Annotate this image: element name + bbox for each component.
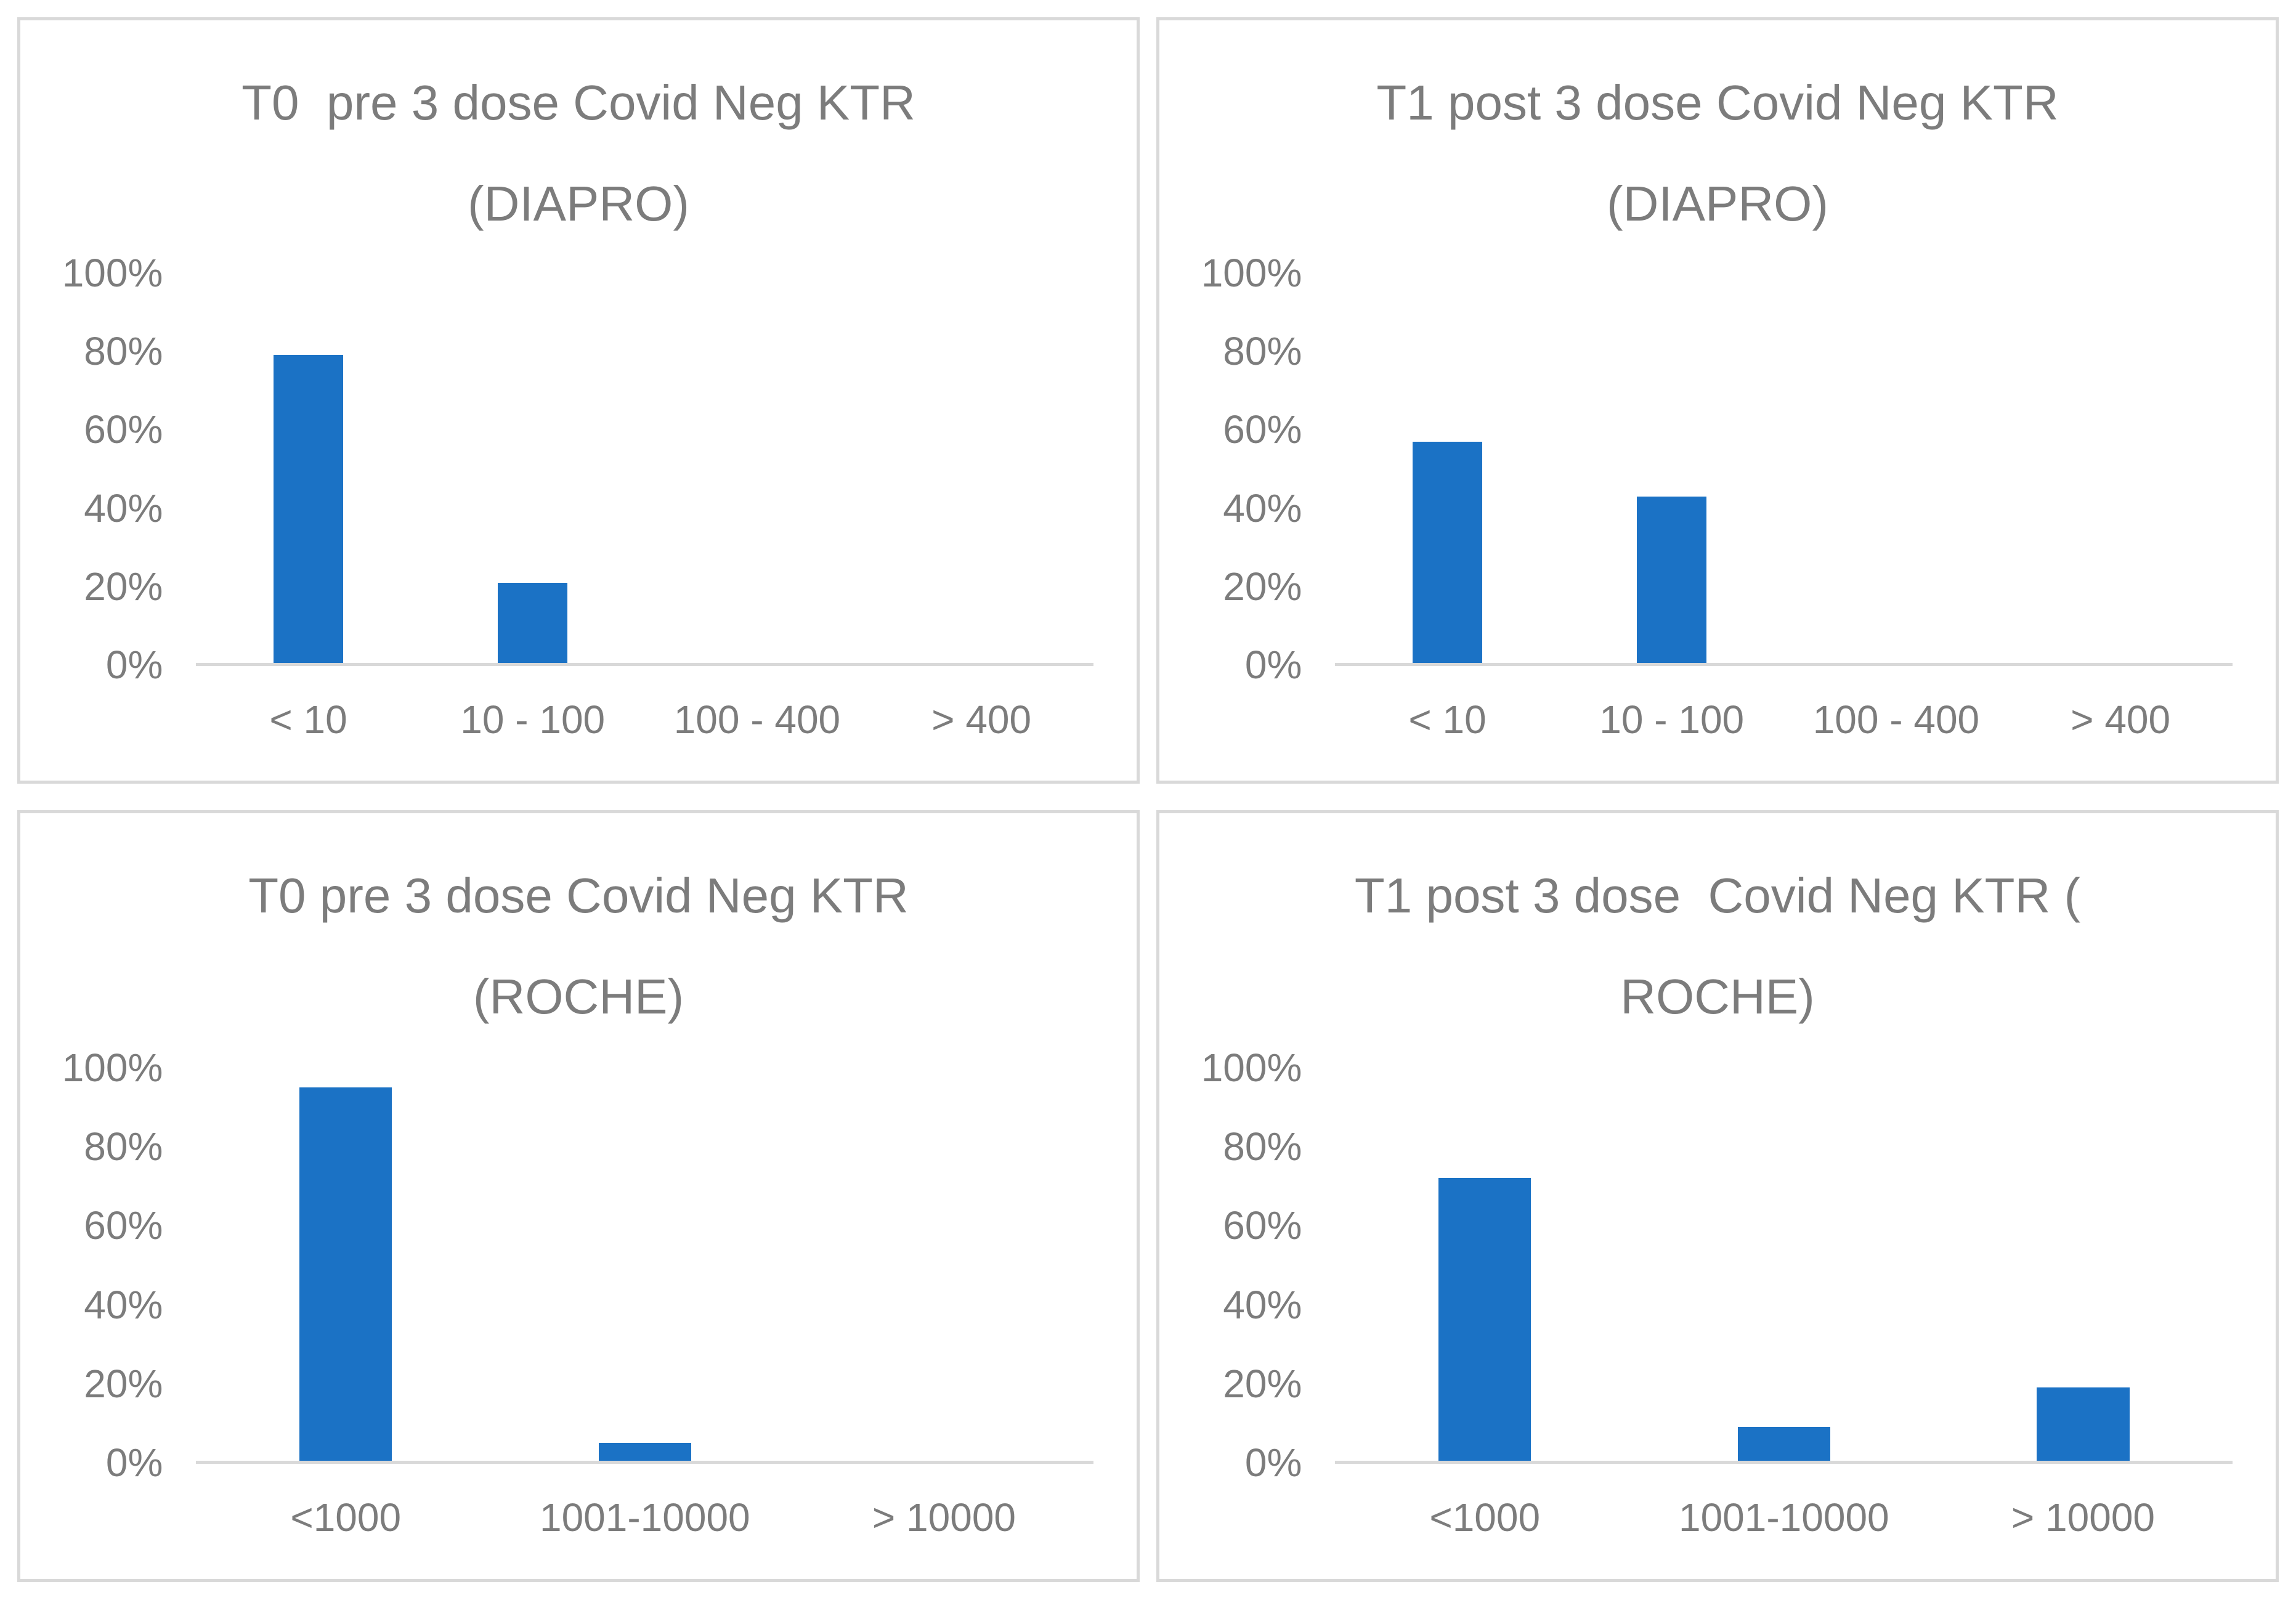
y-axis-tick-label: 20% — [84, 1361, 163, 1406]
y-axis-tick-label: 60% — [1223, 1203, 1302, 1248]
bar — [598, 1443, 692, 1463]
y-axis-tick-label: 0% — [105, 1440, 163, 1485]
x-axis-category-label: 1001-10000 — [539, 1495, 750, 1540]
category-slot — [1560, 273, 1784, 665]
chart-title-line2: ROCHE) — [1620, 969, 1815, 1024]
category-slot — [495, 1068, 795, 1463]
bars-group — [196, 1068, 1093, 1463]
y-axis-tick-label: 80% — [84, 329, 163, 374]
y-axis-tick-label: 20% — [1223, 564, 1302, 609]
category-slot — [1335, 1068, 1634, 1463]
y-axis-tick-label: 0% — [1244, 1440, 1302, 1485]
bars-group — [1335, 273, 2233, 665]
y-axis-tick-label: 80% — [84, 1124, 163, 1169]
category-slot — [1934, 1068, 2233, 1463]
y-axis-tick-label: 80% — [1223, 329, 1302, 374]
y-axis-tick-label: 80% — [1223, 1124, 1302, 1169]
bar — [1413, 441, 1482, 665]
bar — [498, 582, 568, 665]
category-slot — [196, 1068, 495, 1463]
chart-title-line1: T1 post 3 dose Covid Neg KTR ( — [1354, 868, 2081, 923]
y-axis-tick-label: 100% — [1201, 1045, 1302, 1090]
chart-title-line1: T0 pre 3 dose Covid Neg KTR — [248, 868, 909, 923]
chart-title-line2: (DIAPRO) — [468, 176, 689, 231]
y-axis-tick-label: 60% — [84, 1203, 163, 1248]
bar — [1438, 1178, 1531, 1463]
x-axis-labels: <1000 1001-10000 > 10000 — [196, 1495, 1093, 1540]
x-axis-category-label: 10 - 100 — [1599, 697, 1745, 742]
x-axis-line — [1335, 1461, 2233, 1464]
x-axis-category-label: < 10 — [1408, 697, 1487, 742]
chart-panel-t0-roche: T0 pre 3 dose Covid Neg KTR (ROCHE) 100% 80… — [17, 810, 1140, 1582]
y-axis-tick-label: 20% — [1223, 1361, 1302, 1406]
y-axis-tick-label: 40% — [1223, 1282, 1302, 1327]
chart-title: T0 pre 3 dose Covid Neg KTR (ROCHE) — [20, 845, 1137, 1047]
x-axis-category-label: 10 - 100 — [460, 697, 606, 742]
plot-area: 100% 80% 60% 40% 20% 0% <1000 1001-10000 > 10000 — [62, 1046, 1094, 1540]
x-axis-labels: < 10 10 - 100 100 - 400 > 400 — [1335, 697, 2233, 742]
chart-panel-t1-roche: T1 post 3 dose Covid Neg KTR ( ROCHE) 100%… — [1156, 810, 2279, 1582]
plot-area: 100% 80% 60% 40% 20% 0% < 10 10 - 100 100 - 400 >… — [1201, 251, 2233, 742]
y-axis-tick-label: 40% — [84, 1282, 163, 1327]
chart-title-line2: (ROCHE) — [473, 969, 684, 1024]
y-axis-tick-label: 60% — [1223, 407, 1302, 452]
category-slot — [421, 273, 645, 665]
x-axis-labels: < 10 10 - 100 100 - 400 > 400 — [196, 697, 1093, 742]
x-axis-category-label: <1000 — [1429, 1495, 1541, 1540]
chart-title: T1 post 3 dose Covid Neg KTR ( ROCHE) — [1159, 845, 2276, 1047]
category-slot — [645, 273, 869, 665]
y-axis-tick-label: 20% — [84, 564, 163, 609]
x-axis-category-label: > 400 — [2071, 697, 2171, 742]
x-axis-category-label: 100 - 400 — [673, 697, 841, 742]
x-axis-line — [196, 663, 1094, 667]
x-axis-category-label: <1000 — [290, 1495, 402, 1540]
bar — [299, 1087, 392, 1463]
category-slot — [795, 1068, 1094, 1463]
y-axis-tick-label: 100% — [1201, 250, 1302, 295]
plot-area: 100% 80% 60% 40% 20% 0% < 10 10 - 100 100 - 400 >… — [62, 251, 1094, 742]
chart-title-line1: T1 post 3 dose Covid Neg KTR — [1376, 75, 2059, 130]
bars-group — [1335, 1068, 2233, 1463]
x-axis-category-label: 1001-10000 — [1678, 1495, 1889, 1540]
y-axis-tick-label: 40% — [84, 485, 163, 530]
y-axis-tick-label: 0% — [1244, 643, 1302, 688]
x-axis-category-label: 100 - 400 — [1812, 697, 1980, 742]
chart-title: T1 post 3 dose Covid Neg KTR (DIAPRO) — [1159, 52, 2276, 254]
bar — [274, 355, 343, 665]
category-slot — [1634, 1068, 1934, 1463]
category-slot — [1335, 273, 1559, 665]
bar — [1637, 496, 1707, 665]
x-axis-line — [1335, 663, 2233, 667]
category-slot — [2008, 273, 2233, 665]
category-slot — [869, 273, 1093, 665]
chart-title-line1: T0 pre 3 dose Covid Neg KTR — [241, 75, 915, 130]
category-slot — [1784, 273, 2008, 665]
x-axis-category-label: < 10 — [269, 697, 347, 742]
bar — [1737, 1427, 1831, 1463]
y-axis-tick-label: 100% — [62, 1045, 163, 1090]
x-axis-category-label: > 400 — [931, 697, 1032, 742]
x-axis-category-label: > 10000 — [2011, 1495, 2155, 1540]
bars-group — [196, 273, 1093, 665]
category-slot — [196, 273, 420, 665]
y-axis-tick-label: 100% — [62, 250, 163, 295]
chart-panel-t0-diapro: T0 pre 3 dose Covid Neg KTR (DIAPRO) 100% 8… — [17, 17, 1140, 784]
plot-area: 100% 80% 60% 40% 20% 0% <1000 1001-10000 > 10000 — [1201, 1046, 2233, 1540]
chart-title-line2: (DIAPRO) — [1607, 176, 1828, 231]
y-axis-tick-label: 60% — [84, 407, 163, 452]
y-axis-tick-label: 0% — [105, 643, 163, 688]
bar — [2037, 1387, 2130, 1463]
x-axis-category-label: > 10000 — [872, 1495, 1016, 1540]
chart-panel-t1-diapro: T1 post 3 dose Covid Neg KTR (DIAPRO) 100%… — [1156, 17, 2279, 784]
chart-title: T0 pre 3 dose Covid Neg KTR (DIAPRO) — [20, 52, 1137, 254]
x-axis-line — [196, 1461, 1094, 1464]
y-axis-tick-label: 40% — [1223, 485, 1302, 530]
x-axis-labels: <1000 1001-10000 > 10000 — [1335, 1495, 2233, 1540]
